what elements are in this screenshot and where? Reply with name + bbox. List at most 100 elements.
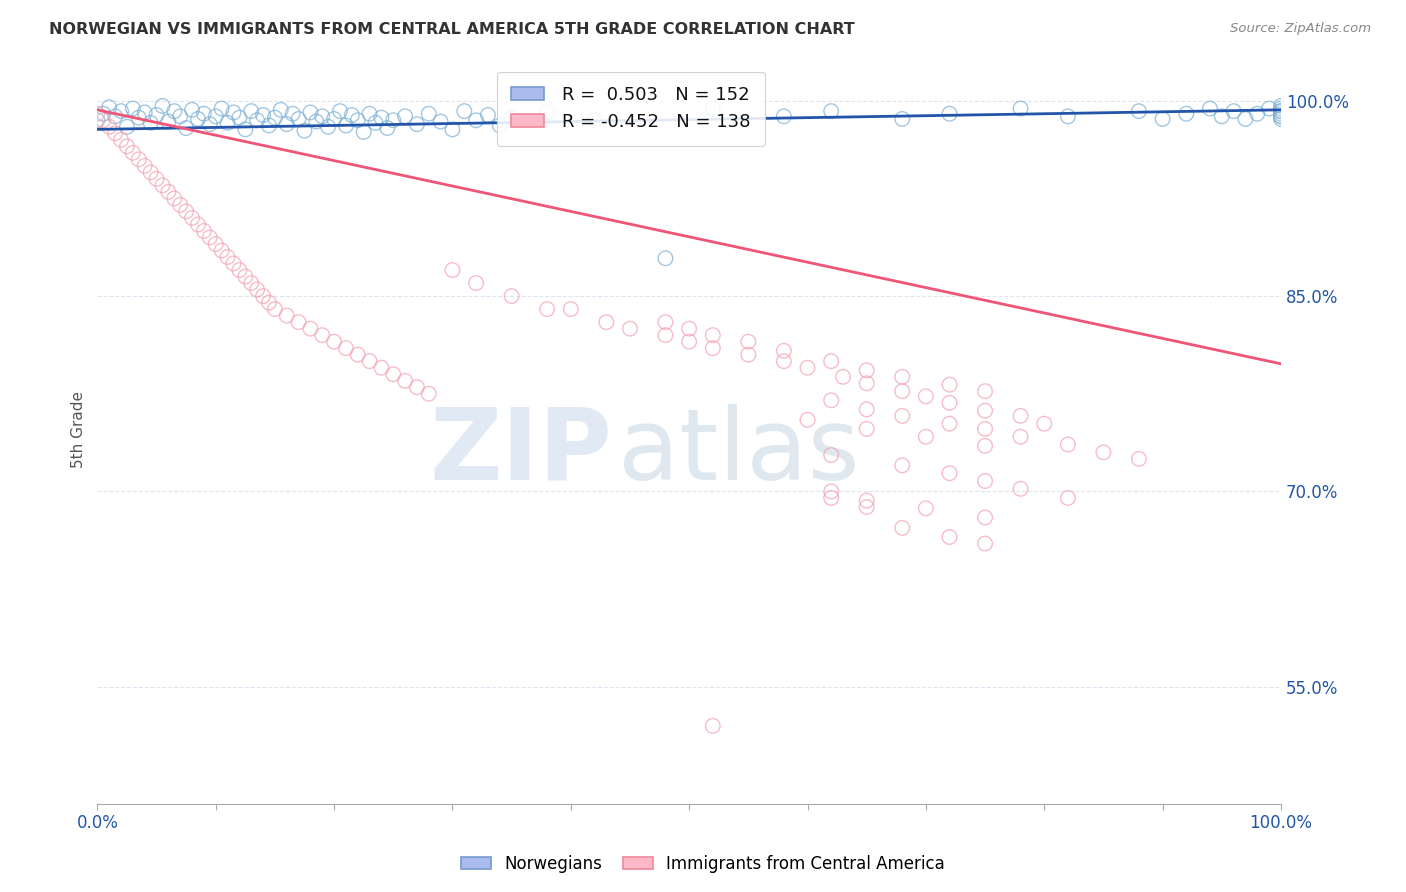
Point (163, 104, 186, 119)
Point (583, 113, 606, 128)
Point (678, 334, 700, 349)
Point (820, 484, 842, 499)
Point (257, 295, 280, 310)
Point (181, 211, 204, 225)
Point (359, 354, 381, 368)
Text: atlas: atlas (619, 403, 859, 500)
Point (217, 250, 239, 264)
Point (276, 309, 298, 323)
Point (938, 466, 960, 480)
Point (335, 119, 357, 133)
Point (855, 376, 877, 391)
Point (370, 360, 392, 375)
Point (1270, 109, 1292, 123)
Point (370, 111, 392, 125)
Point (678, 321, 700, 335)
Point (240, 276, 263, 290)
Point (211, 244, 233, 258)
Point (364, 116, 387, 130)
Point (441, 122, 464, 136)
Point (110, 104, 132, 119)
Point (346, 348, 368, 362)
Point (619, 321, 641, 335)
Point (820, 354, 842, 368)
Point (1270, 102, 1292, 116)
Point (1270, 99, 1292, 113)
Point (938, 530, 960, 544)
Point (772, 109, 794, 123)
Point (465, 276, 488, 290)
Point (891, 458, 914, 473)
Point (323, 334, 346, 349)
Point (157, 185, 180, 199)
Text: NORWEGIAN VS IMMIGRANTS FROM CENTRAL AMERICA 5TH GRADE CORRELATION CHART: NORWEGIAN VS IMMIGRANTS FROM CENTRAL AME… (49, 22, 855, 37)
Point (855, 363, 877, 377)
Point (1010, 482, 1032, 496)
Point (429, 114, 451, 128)
Y-axis label: 5th Grade: 5th Grade (72, 391, 86, 468)
Point (820, 448, 842, 462)
Point (329, 104, 352, 119)
Point (1010, 409, 1032, 423)
Point (104, 126, 127, 140)
Point (938, 107, 960, 121)
Point (796, 413, 818, 427)
Legend: Norwegians, Immigrants from Central America: Norwegians, Immigrants from Central Amer… (454, 848, 952, 880)
Point (855, 493, 877, 508)
Point (139, 165, 162, 179)
Point (287, 112, 309, 126)
Point (915, 501, 938, 516)
Point (305, 114, 328, 128)
Point (110, 133, 132, 147)
Point (1234, 112, 1257, 126)
Point (233, 269, 256, 284)
Point (323, 112, 346, 126)
Point (246, 283, 269, 297)
Point (311, 109, 333, 123)
Point (891, 384, 914, 399)
Point (281, 107, 304, 121)
Point (1010, 102, 1032, 116)
Point (134, 105, 156, 120)
Point (974, 510, 997, 524)
Point (204, 237, 226, 252)
Point (217, 116, 239, 130)
Point (1033, 417, 1056, 431)
Point (128, 153, 150, 167)
Point (98, 120, 121, 134)
Point (1128, 104, 1150, 119)
Point (654, 315, 676, 329)
Point (187, 218, 209, 232)
Point (974, 422, 997, 436)
Point (702, 341, 724, 355)
Point (974, 403, 997, 417)
Point (1270, 107, 1292, 121)
Point (257, 119, 280, 133)
Point (536, 105, 558, 120)
Point (406, 117, 429, 131)
Point (157, 114, 180, 128)
Text: Source: ZipAtlas.com: Source: ZipAtlas.com (1230, 22, 1371, 36)
Point (128, 111, 150, 125)
Point (1270, 104, 1292, 119)
Point (169, 109, 191, 123)
Point (152, 178, 174, 193)
Point (359, 107, 381, 121)
Point (145, 172, 167, 186)
Point (134, 159, 156, 173)
Point (1010, 430, 1032, 444)
Point (1270, 109, 1292, 123)
Point (174, 121, 197, 136)
Point (394, 109, 416, 123)
Point (418, 107, 440, 121)
Point (938, 377, 960, 392)
Point (394, 374, 416, 388)
Point (382, 113, 405, 128)
Point (299, 105, 322, 120)
Point (340, 108, 363, 122)
Point (1246, 107, 1268, 121)
Point (477, 108, 499, 122)
Point (264, 302, 287, 317)
Point (915, 389, 938, 403)
Point (737, 334, 759, 349)
